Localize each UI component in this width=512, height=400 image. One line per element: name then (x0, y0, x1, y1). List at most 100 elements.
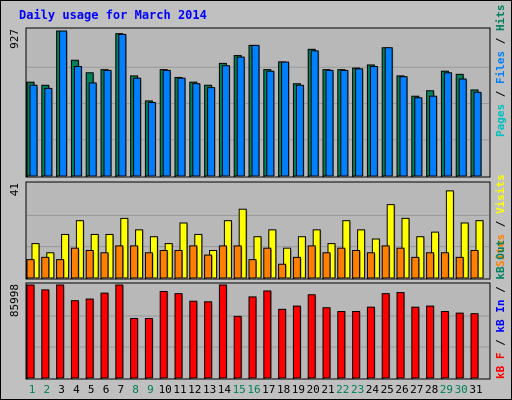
kb-f-bar (263, 290, 272, 379)
hits-bars (26, 30, 489, 178)
files-bar (29, 84, 38, 177)
sites-bar (470, 249, 479, 279)
kb-f-bar (470, 313, 479, 379)
sites-bar (366, 252, 375, 279)
kb-f-bar (440, 310, 449, 379)
files-bar (295, 84, 304, 177)
sites-bar (426, 252, 435, 279)
visits-bar (386, 204, 395, 279)
files-bar (59, 30, 68, 177)
day-label: 5 (88, 383, 95, 396)
legend-hits: Hits (494, 5, 507, 32)
legend-kb-out: kB Out (494, 240, 507, 280)
kb-f-bar (337, 310, 346, 379)
day-label: 8 (132, 383, 139, 396)
files-bar (44, 87, 53, 177)
files-bar (118, 33, 127, 177)
day-label: 23 (351, 383, 364, 396)
files-bar (281, 61, 290, 177)
files-bar (473, 91, 482, 177)
files-bar (73, 66, 82, 177)
sites-bar (218, 245, 227, 279)
day-label: 13 (203, 383, 216, 396)
day-label: 20 (307, 383, 320, 396)
day-label: 18 (277, 383, 290, 396)
day-label: 29 (440, 383, 453, 396)
sites-bar (56, 259, 65, 279)
files-bar (207, 87, 216, 177)
legend-visits: Visits (494, 174, 507, 214)
sites-bar (352, 249, 361, 279)
files-bar (384, 47, 393, 177)
chart-title: Daily usage for March 2014 (19, 8, 207, 22)
kb-f-bar (396, 292, 405, 379)
kb-f-bar (70, 300, 79, 379)
files-bar (325, 69, 334, 177)
files-bar (177, 77, 186, 177)
sites-bar (455, 256, 464, 279)
kb-f-bar (41, 289, 50, 379)
kb-f-bar (218, 284, 227, 379)
kb-f-bar (130, 318, 139, 379)
kb-f-bar (115, 284, 124, 379)
visits-bar (61, 233, 70, 279)
kb-f-bar (455, 312, 464, 379)
sites-bar (307, 245, 316, 279)
kb-f-bar (366, 306, 375, 379)
sites-bar (248, 259, 257, 279)
day-label: 3 (58, 383, 65, 396)
kb-f-bar (204, 301, 213, 379)
day-label: 27 (410, 383, 423, 396)
kb-f-bar (248, 296, 257, 379)
files-bar (133, 77, 142, 177)
sites-bar (41, 256, 50, 279)
day-label: 22 (336, 383, 349, 396)
hits-axis-max-label: 927 (8, 29, 21, 49)
day-label: 17 (262, 383, 275, 396)
day-label: 25 (381, 383, 394, 396)
kb-f-bar (352, 310, 361, 379)
sites-bar (263, 247, 272, 279)
visits-axis-max-label: 41 (8, 183, 21, 196)
legend-kb-f: kB F (494, 353, 507, 380)
visits-bar (283, 247, 292, 279)
files-bar (369, 66, 378, 177)
visits-bar (253, 236, 262, 279)
sites-bar (174, 249, 183, 279)
day-label: 15 (233, 383, 246, 396)
kb-f-bar (189, 300, 198, 379)
day-label: 1 (29, 383, 36, 396)
sites-bar (322, 252, 331, 279)
sites-bar (204, 254, 213, 279)
kb-f-bar (174, 293, 183, 379)
files-bar (266, 70, 275, 177)
legend-pages: Pages (494, 104, 507, 137)
day-labels: 1 2 3 4 5 6 7 8 9 10 11 12 13 14 15 16 17 18 19 20 21 22 23 24 2… (29, 383, 483, 396)
sites-bar (233, 245, 242, 279)
day-label: 26 (395, 383, 408, 396)
visits-bar (460, 222, 469, 279)
kb-f-bar (56, 284, 65, 379)
legend-visits-panel: Sites / Visits (494, 174, 507, 267)
files-bar (443, 72, 452, 177)
files-bar (429, 95, 438, 177)
kb-f-bar (100, 292, 109, 379)
files-bar (399, 76, 408, 177)
day-label: 28 (425, 383, 438, 396)
legend-hits-panel: Pages / Files / Hits (494, 5, 507, 138)
day-label: 7 (117, 383, 124, 396)
sites-bar (381, 245, 390, 279)
legend-kb-in: kB In (494, 300, 507, 333)
files-bar (251, 44, 260, 177)
kb-axis-max-label: 85998 (8, 284, 21, 317)
visits-bars (26, 190, 489, 279)
kb-f-bar (292, 305, 301, 379)
sites-bar (411, 256, 420, 279)
day-label: 2 (43, 383, 50, 396)
legend-kb-panel: kB F / kB In / kB Out (494, 240, 507, 379)
sites-bar (337, 247, 346, 279)
kb-f-bar (307, 294, 316, 379)
day-label: 6 (103, 383, 110, 396)
sites-bar (26, 259, 35, 279)
